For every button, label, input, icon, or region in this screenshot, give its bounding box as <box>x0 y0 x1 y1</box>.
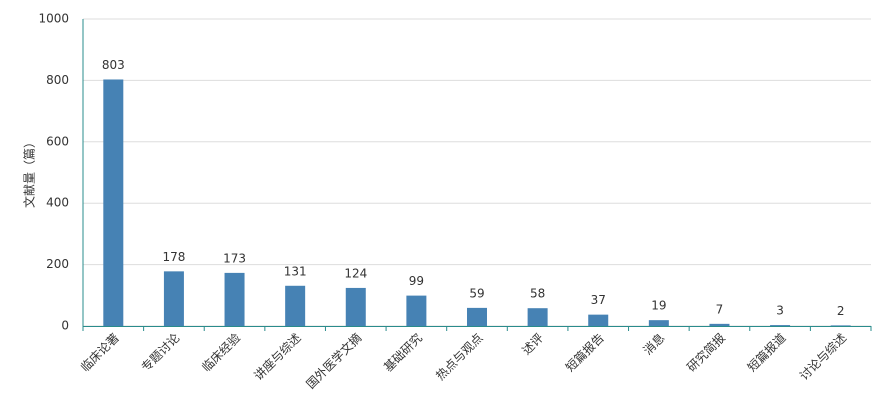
x-tick-label: 国外医学文摘 <box>303 330 365 392</box>
y-tick-label: 400 <box>46 196 69 210</box>
data-label: 178 <box>162 250 185 264</box>
data-label: 19 <box>651 299 666 313</box>
bar <box>285 285 306 326</box>
data-label: 99 <box>409 274 424 288</box>
data-label: 59 <box>469 286 484 300</box>
x-tick-label: 基础研究 <box>380 330 425 375</box>
x-tick-label: 临床论著 <box>78 331 122 375</box>
x-tick-label: 消息 <box>640 330 668 358</box>
bar <box>224 272 245 326</box>
y-tick-label: 200 <box>46 257 69 271</box>
x-tick-label: 讨论与综述 <box>797 331 849 383</box>
bar <box>345 287 366 326</box>
y-axis-title: 文献量（篇） <box>22 136 37 208</box>
data-label: 37 <box>591 293 606 307</box>
x-tick-label: 短篇报告 <box>562 330 607 375</box>
y-tick-label: 600 <box>46 134 69 148</box>
data-label: 7 <box>716 302 724 316</box>
bar <box>770 325 791 326</box>
bar <box>467 307 487 326</box>
bar <box>830 325 851 326</box>
x-tick-label: 短篇报道 <box>744 330 789 375</box>
bar <box>648 320 669 326</box>
data-label: 2 <box>837 304 845 318</box>
y-tick-label: 800 <box>46 73 69 87</box>
bar <box>709 323 730 326</box>
bar <box>163 271 184 326</box>
data-label: 131 <box>284 264 307 278</box>
data-label: 3 <box>776 304 784 318</box>
x-tick-label: 专题讨论 <box>138 330 183 375</box>
data-label: 803 <box>102 58 125 72</box>
data-label: 58 <box>530 287 545 301</box>
bar <box>588 314 609 326</box>
x-tick-label: 热点与观点 <box>433 331 485 383</box>
bar <box>103 79 124 326</box>
y-tick-label: 0 <box>61 319 69 333</box>
data-label: 124 <box>344 266 367 280</box>
x-tick-label: 述评 <box>519 331 546 358</box>
data-label: 173 <box>223 251 246 265</box>
bar <box>406 295 427 326</box>
x-tick-label: 讲座与综述 <box>251 330 304 383</box>
y-tick-label: 1000 <box>38 12 69 26</box>
x-tick-label: 研究简报 <box>683 330 728 375</box>
x-tick-label: 临床经验 <box>199 330 244 375</box>
bar <box>527 308 548 326</box>
